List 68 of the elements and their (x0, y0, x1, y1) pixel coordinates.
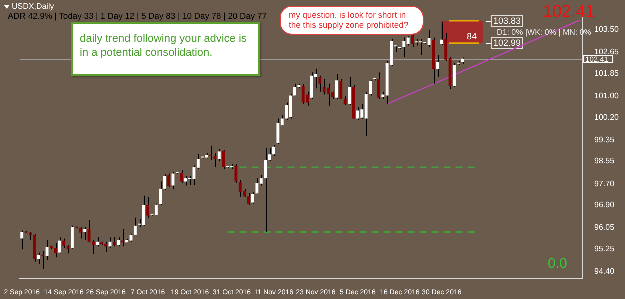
candlestick (327, 83, 330, 106)
candlestick (58, 237, 62, 254)
candlestick (264, 148, 268, 233)
candlestick (71, 225, 74, 250)
candlestick (46, 240, 49, 260)
y-tick-label: 96.05 (594, 223, 616, 232)
candlestick (62, 238, 66, 249)
candlestick (411, 33, 414, 48)
y-tick-label: 101.85 (594, 68, 620, 78)
candlestick (84, 226, 87, 241)
candlestick (96, 236, 100, 248)
candlestick (234, 164, 238, 184)
candlestick (377, 72, 380, 100)
y-tick-label: 97.70 (594, 179, 616, 188)
candlestick (142, 195, 146, 226)
candlestick (222, 150, 226, 170)
candlestick (335, 74, 338, 100)
annotation: ADR 42.9% | Today 33 | 1 Day 12 | 5 Day 83 | 10 Day 78 | 20 Day 77 (8, 11, 267, 21)
candlestick (146, 196, 150, 218)
candlestick (402, 37, 406, 58)
y-tick-label: 99.35 (594, 135, 616, 144)
y-tick-label: 102.65 (594, 48, 620, 57)
candlestick (134, 217, 137, 236)
annotation: 103.83 (493, 16, 521, 26)
annotation: 102.99 (493, 38, 521, 48)
candlestick (154, 203, 158, 216)
candlestick (276, 118, 280, 144)
candlestick (37, 252, 40, 264)
y-tick-label: 103.50 (594, 25, 620, 34)
note-box: my question. is look for short in the this supply zone prohibited? (280, 6, 424, 35)
candlestick (238, 180, 242, 198)
candlestick (272, 144, 276, 157)
candlestick (168, 173, 170, 188)
note-box: daily trend following your advice is in a potential consolidation. (71, 22, 260, 76)
y-tick-label: 101.00 (594, 92, 620, 101)
y-tick-label: 94.40 (594, 267, 616, 276)
candlestick (20, 230, 24, 250)
candlestick (247, 192, 250, 206)
y-tick-label: 100.20 (594, 112, 620, 122)
candlestick (369, 80, 372, 96)
candlestick (322, 78, 326, 96)
candlestick (180, 170, 184, 184)
band-label: 84 (466, 31, 477, 42)
annotation: 0.0 (548, 255, 568, 271)
candlestick (79, 227, 82, 240)
candlestick (419, 38, 422, 56)
candlestick (453, 62, 456, 88)
y-tick-label: 98.55 (594, 156, 616, 166)
candlestick (436, 54, 440, 78)
candlestick (210, 145, 212, 161)
candlestick (440, 22, 444, 46)
y-tick-label: 95.25 (594, 244, 616, 254)
candlestick (117, 237, 120, 248)
candlestick (348, 76, 352, 106)
candlestick (340, 78, 343, 100)
chart-title: USDX,Daily (12, 2, 54, 11)
candlestick (302, 84, 305, 105)
candlestick (218, 148, 221, 162)
candlestick (344, 96, 347, 106)
y-tick-label: 96.90 (594, 200, 616, 210)
candlestick (112, 236, 116, 248)
candlestick (92, 240, 95, 255)
candlestick (184, 176, 188, 186)
candlestick (406, 36, 410, 46)
candlestick (42, 250, 45, 270)
candlestick (428, 29, 431, 48)
candlestick (54, 242, 58, 258)
candlestick (356, 107, 360, 121)
